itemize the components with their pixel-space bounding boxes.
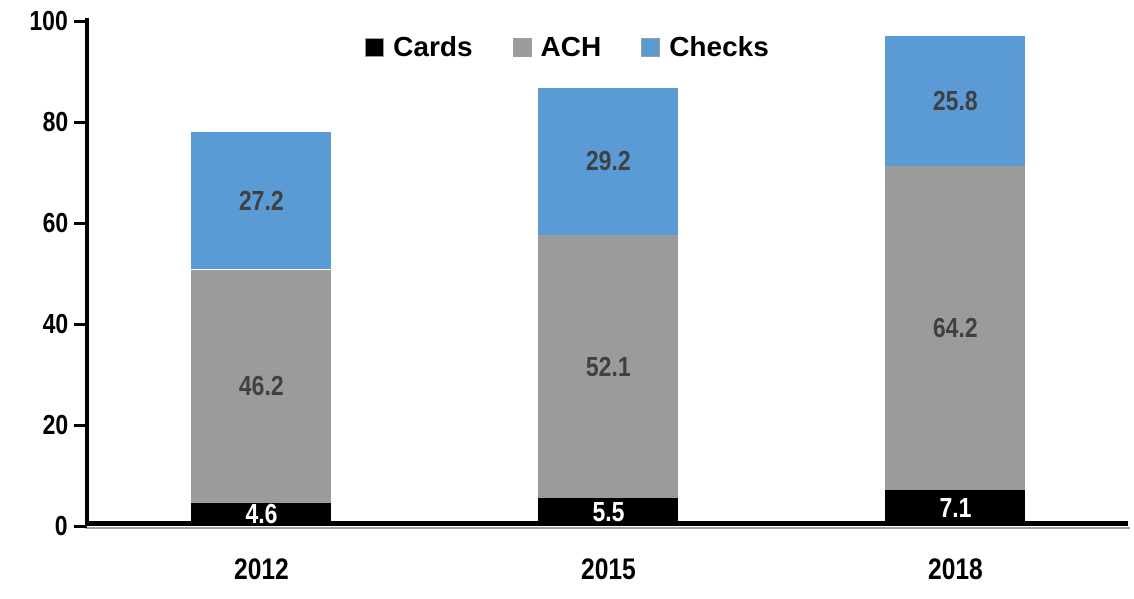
bar-segment-checks-2015: 29.2 [538,87,678,236]
legend-label: Cards [393,31,473,62]
data-label: 7.1 [939,492,971,524]
data-label: 64.2 [932,311,978,343]
bar-segment-cards-2015: 5.5 [538,498,678,526]
y-tick-mark [74,322,87,326]
x-axis-category-label: 2015 [528,553,688,587]
y-tick-label: 60 [0,207,68,239]
legend-label: Checks [669,31,769,62]
data-label: 52.1 [585,350,631,382]
data-label: 25.8 [932,84,978,116]
x-axis-shadow-line [85,527,1130,529]
chart-legend: Cards ACH Checks [0,31,1134,63]
y-tick-value: 20 [42,409,68,440]
y-tick-mark [74,19,87,23]
legend-item-ach: ACH [512,31,602,63]
legend-label: ACH [540,31,602,62]
ach-legend-swatch-icon [512,37,532,57]
y-tick-value: 40 [42,308,68,339]
y-tick-mark [74,423,87,427]
y-tick-mark [74,524,87,528]
y-tick-label: 20 [0,409,68,441]
x-category-value: 2015 [580,553,636,586]
y-tick-value: 0 [55,510,68,541]
legend-item-checks: Checks [641,31,769,63]
bar-segment-cards-2018: 7.1 [885,490,1025,526]
data-label: 5.5 [592,496,624,528]
y-tick-label: 100 [0,5,68,37]
x-category-value: 2018 [927,553,983,586]
data-label: 4.6 [245,498,277,530]
x-category-value: 2012 [233,553,289,586]
y-tick-value: 60 [42,207,68,238]
x-axis-category-label: 2018 [875,553,1035,587]
y-tick-value: 100 [29,5,68,36]
data-label: 46.2 [238,370,284,402]
legend-item-cards: Cards [365,31,473,63]
y-tick-mark [74,221,87,225]
y-tick-label: 0 [0,510,68,542]
bar-segment-checks-2012: 27.2 [191,132,331,270]
bar-segment-ach-2012: 46.2 [191,269,331,503]
bar-segment-ach-2018: 64.2 [885,165,1025,491]
checks-legend-swatch-icon [641,37,661,57]
y-tick-mark [74,120,87,124]
y-tick-label: 80 [0,106,68,138]
bar-segment-checks-2018: 25.8 [885,35,1025,166]
y-tick-value: 80 [42,106,68,137]
y-tick-label: 40 [0,308,68,340]
data-label: 27.2 [238,184,284,216]
x-axis-category-label: 2012 [181,553,341,587]
data-label: 29.2 [585,145,631,177]
cards-legend-swatch-icon [365,37,385,57]
y-axis-line [85,18,89,526]
bar-segment-cards-2012: 4.6 [191,498,331,530]
bar-segment-ach-2015: 52.1 [538,235,678,499]
